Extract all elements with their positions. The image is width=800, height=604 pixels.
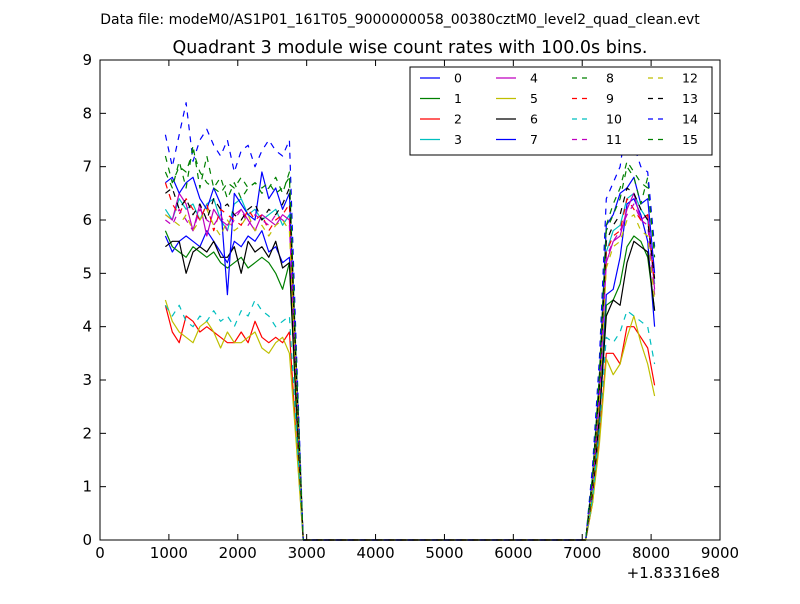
y-tick-label: 5 [82, 264, 92, 282]
x-tick-label: 6000 [494, 544, 532, 562]
x-tick-label: 8000 [632, 544, 670, 562]
series-line-5 [164, 299, 656, 541]
y-tick-label: 4 [82, 318, 92, 336]
series-line-14 [164, 102, 656, 541]
y-tick-label: 3 [82, 371, 92, 389]
legend-label-4: 4 [530, 71, 538, 86]
legend-label-2: 2 [454, 112, 462, 127]
y-tick-label: 8 [82, 104, 92, 122]
series-line-0 [164, 198, 656, 541]
legend-label-13: 13 [682, 91, 698, 106]
x-tick-label: 4000 [356, 544, 394, 562]
y-tick-label: 6 [82, 211, 92, 229]
y-tick-label: 2 [82, 424, 92, 442]
x-tick-label: 9000 [701, 544, 739, 562]
legend-label-12: 12 [682, 71, 698, 86]
series-line-9 [164, 182, 656, 541]
series-line-15 [164, 144, 656, 541]
legend-label-10: 10 [606, 112, 622, 127]
legend-label-3: 3 [454, 132, 462, 147]
series-line-7 [165, 171, 656, 541]
series-line-2 [164, 305, 656, 541]
y-tick-label: 1 [82, 478, 92, 496]
x-tick-label: 1000 [150, 544, 188, 562]
legend-box [409, 66, 713, 156]
series-line-12 [165, 208, 656, 541]
legend-label-14: 14 [682, 112, 698, 127]
legend-label-8: 8 [606, 71, 614, 86]
x-tick-label: 7000 [563, 544, 601, 562]
x-tick-label: 5000 [425, 544, 463, 562]
legend-label-15: 15 [682, 132, 698, 147]
x-tick-label: 2000 [219, 544, 257, 562]
series-line-6 [165, 240, 656, 541]
legend-label-11: 11 [606, 132, 622, 147]
x-axis: 0 1000 2000 3000 4000 5000 6000 7000 8000 9000 [95, 60, 739, 562]
legend-label-1: 1 [454, 91, 462, 106]
x-offset-label: +1.83316e8 [627, 564, 720, 582]
chart-title: Quadrant 3 module wise count rates with … [173, 38, 648, 58]
y-tick-label: 9 [82, 51, 92, 69]
y-tick-label: 0 [82, 531, 92, 549]
plot-frame [99, 59, 721, 541]
legend-label-9: 9 [606, 91, 614, 106]
x-tick-label: 3000 [288, 544, 326, 562]
legend-label-6: 6 [530, 112, 538, 127]
series-line-10 [164, 299, 656, 541]
series-line-1 [164, 230, 656, 541]
series-layer [164, 102, 656, 541]
legend-label-7: 7 [530, 132, 538, 147]
y-tick-label: 7 [82, 158, 92, 176]
legend-label-5: 5 [530, 91, 538, 106]
series-line-13 [165, 187, 656, 541]
figure-suptitle: Data file: modeM0/AS1P01_161T05_90000000… [100, 12, 700, 28]
x-tick-label: 0 [95, 544, 105, 562]
legend-label-0: 0 [454, 71, 462, 86]
